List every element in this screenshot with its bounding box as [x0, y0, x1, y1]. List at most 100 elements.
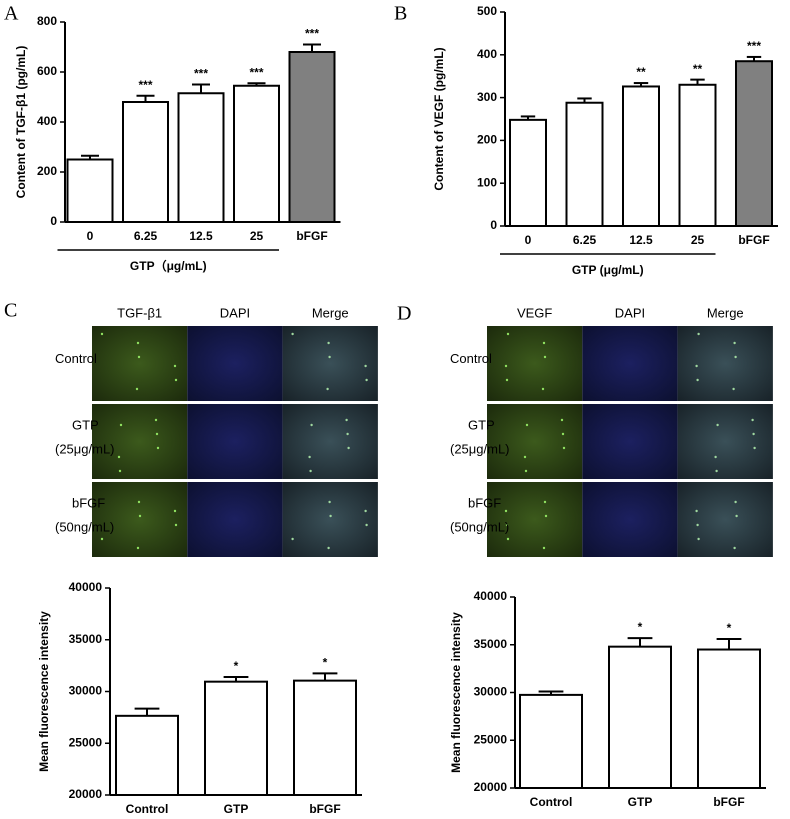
micrograph — [282, 404, 378, 479]
micrograph-speck — [347, 446, 350, 450]
image-header: Merge — [707, 305, 744, 320]
micrograph-speck — [100, 537, 104, 541]
micrograph-speck — [327, 341, 330, 345]
micrograph-speck — [697, 537, 700, 541]
micrograph-speck — [365, 378, 368, 382]
micrograph-speck — [327, 546, 330, 550]
y-axis-label: Mean fluorescence intensity — [449, 612, 463, 773]
micrograph — [92, 404, 188, 479]
image-header: Merge — [312, 305, 349, 320]
micrograph — [282, 326, 378, 401]
micrograph-speck — [751, 418, 754, 422]
image-header: DAPI — [615, 305, 645, 320]
significance: * — [638, 620, 643, 634]
y-tick-label: 0 — [50, 214, 57, 228]
micrograph-speck — [308, 455, 311, 459]
y-tick-label: 500 — [477, 4, 497, 18]
bar — [565, 101, 604, 227]
panel-letter: B — [394, 3, 407, 25]
micrograph-speck — [328, 500, 331, 504]
micrograph-speck — [523, 455, 527, 459]
bar — [509, 118, 547, 227]
y-tick-label: 200 — [37, 164, 57, 178]
micrograph-speck — [346, 432, 349, 436]
micrograph-speck — [329, 514, 332, 518]
micrograph — [582, 404, 678, 479]
x-tick-label: 25 — [250, 229, 264, 243]
y-tick-label: 35000 — [69, 632, 103, 646]
micrograph-speck — [504, 509, 508, 513]
x-tick-label: 0 — [87, 229, 94, 243]
micrograph-speck — [154, 418, 158, 422]
x-tick-label: 6.25 — [573, 233, 597, 247]
micrograph — [487, 326, 583, 401]
bar — [678, 83, 717, 228]
micrograph-speck — [100, 332, 104, 336]
bar — [293, 679, 357, 797]
micrograph-speck — [714, 455, 717, 459]
bar — [115, 714, 179, 797]
micrograph-speck — [137, 355, 141, 359]
micrograph-speck — [544, 514, 548, 518]
micrograph-speck — [733, 341, 736, 345]
significance: *** — [138, 78, 152, 92]
y-tick-label: 300 — [477, 90, 497, 104]
micrograph-speck — [309, 469, 312, 473]
micrograph — [187, 482, 283, 557]
row-label: Control — [55, 351, 97, 366]
micrograph-speck — [506, 537, 510, 541]
x-tick-label: Control — [126, 802, 169, 816]
x-tick-label: GTP — [628, 795, 653, 809]
micrograph-speck — [328, 355, 331, 359]
micrograph — [92, 482, 188, 557]
significance: *** — [747, 39, 761, 53]
micrograph-speck — [119, 423, 123, 427]
y-tick-label: 35000 — [474, 637, 508, 651]
micrograph-speck — [695, 364, 698, 368]
row-label: bFGF — [468, 495, 501, 510]
micrograph-speck — [291, 537, 294, 541]
bar — [233, 84, 280, 223]
significance: * — [323, 656, 328, 670]
y-tick-label: 400 — [477, 47, 497, 61]
x-tick-label: 12.5 — [629, 233, 653, 247]
micrograph-speck — [364, 364, 367, 368]
bar — [177, 92, 225, 223]
significance: *** — [194, 67, 208, 81]
y-tick-label: 100 — [477, 175, 497, 189]
y-tick-label: 40000 — [69, 580, 103, 594]
micrograph-speck — [542, 341, 546, 345]
micrograph-speck — [524, 469, 528, 473]
x-tick-label: GTP — [224, 802, 249, 816]
micrograph-speck — [543, 500, 547, 504]
panel-letter: C — [4, 300, 17, 322]
significance: * — [727, 621, 732, 635]
micrograph — [187, 404, 283, 479]
micrograph-speck — [364, 509, 367, 513]
y-tick-label: 25000 — [474, 732, 508, 746]
y-tick-label: 30000 — [69, 684, 103, 698]
micrograph-speck — [696, 523, 699, 527]
micrograph — [582, 326, 678, 401]
micrograph-speck — [173, 364, 177, 368]
micrograph-speck — [525, 423, 529, 427]
row-label: bFGF — [72, 495, 105, 510]
micrograph-speck — [561, 432, 565, 436]
bar — [122, 101, 169, 223]
bar — [66, 158, 114, 223]
micrograph-speck — [155, 432, 159, 436]
micrograph-speck — [560, 418, 564, 422]
panel-letter: D — [397, 303, 411, 325]
significance: ** — [636, 65, 646, 79]
micrograph-speck — [310, 423, 313, 427]
significance: ** — [693, 62, 703, 76]
micrograph-speck — [136, 546, 140, 550]
micrograph-speck — [735, 514, 738, 518]
y-tick-label: 30000 — [474, 685, 508, 699]
x-tick-label: 25 — [691, 233, 705, 247]
panel-letter: A — [4, 3, 19, 25]
y-tick-label: 0 — [490, 218, 497, 232]
y-tick-label: 600 — [37, 64, 57, 78]
micrograph-speck — [697, 332, 700, 336]
bar — [608, 645, 672, 789]
